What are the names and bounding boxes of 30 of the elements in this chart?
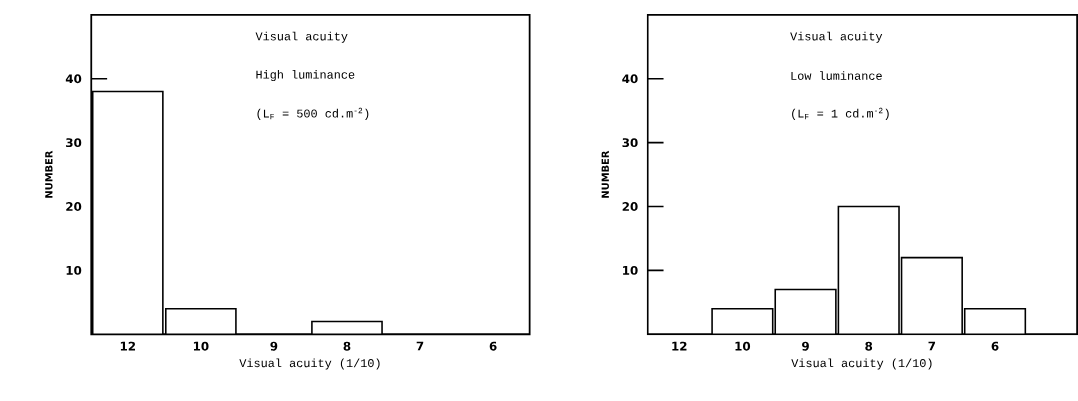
y-tick-label: 20 bbox=[66, 202, 82, 212]
y-tick-label: 10 bbox=[623, 266, 638, 276]
x-tick-label: 8 bbox=[343, 341, 351, 351]
x-tick-label: 12 bbox=[672, 341, 687, 351]
x-tick-label: 12 bbox=[120, 341, 136, 351]
x-axis-title: Visual acuity (1/10) bbox=[791, 358, 932, 370]
y-tick-label: 20 bbox=[622, 202, 638, 212]
annotation: Visual acuity bbox=[255, 31, 348, 43]
y-tick-label: 30 bbox=[622, 138, 638, 148]
x-axis-title: Visual acuity (1/10) bbox=[239, 358, 380, 370]
y-axis-title: NUMBER bbox=[45, 150, 53, 198]
x-tick-label: 7 bbox=[416, 341, 424, 351]
x-tick-label: 6 bbox=[489, 341, 497, 351]
x-tick-label: 10 bbox=[193, 341, 209, 351]
y-axis-title: NUMBER bbox=[601, 150, 609, 198]
y-tick-label: 40 bbox=[65, 74, 82, 84]
y-tick-label: 30 bbox=[66, 138, 82, 148]
annotation: High luminance bbox=[256, 70, 355, 82]
x-tick-label: 9 bbox=[802, 341, 809, 351]
annotation: Low luminance bbox=[791, 71, 882, 81]
x-tick-label: 6 bbox=[991, 341, 999, 351]
x-tick-label: 9 bbox=[270, 341, 278, 351]
annotation: (L$_{F}$ = 500 cd.m$^{-2}$) bbox=[257, 108, 369, 121]
x-tick-label: 7 bbox=[928, 341, 936, 351]
x-tick-label: 10 bbox=[735, 341, 751, 351]
annotation: (L$_{F}$ = 1 cd.m$^{-2}$) bbox=[792, 108, 889, 121]
y-tick-label: 40 bbox=[622, 74, 638, 84]
annotation: Visual acuity bbox=[790, 31, 883, 43]
y-tick-label: 10 bbox=[66, 266, 82, 276]
x-tick-label: 8 bbox=[865, 341, 873, 351]
